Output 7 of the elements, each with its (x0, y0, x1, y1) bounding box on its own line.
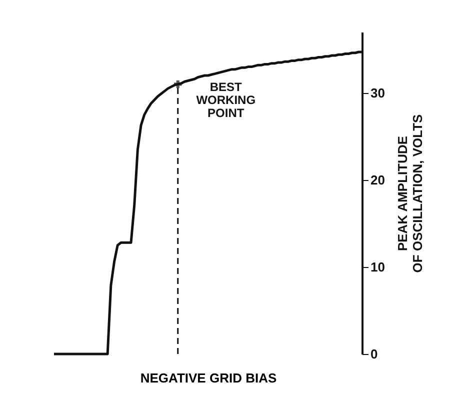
y-tick-label: 30 (370, 85, 385, 100)
y-tick-label: 10 (370, 259, 385, 274)
x-axis-title: NEGATIVE GRID BIAS (140, 370, 277, 386)
y-tick-label: 0 (370, 346, 378, 362)
y-tick-label: 20 (370, 172, 385, 188)
annotation: BEST WORKING POINT (196, 80, 256, 120)
y-axis-title: PEAK AMPLITUDE OF OSCILLATION, VOLTS (394, 114, 425, 273)
